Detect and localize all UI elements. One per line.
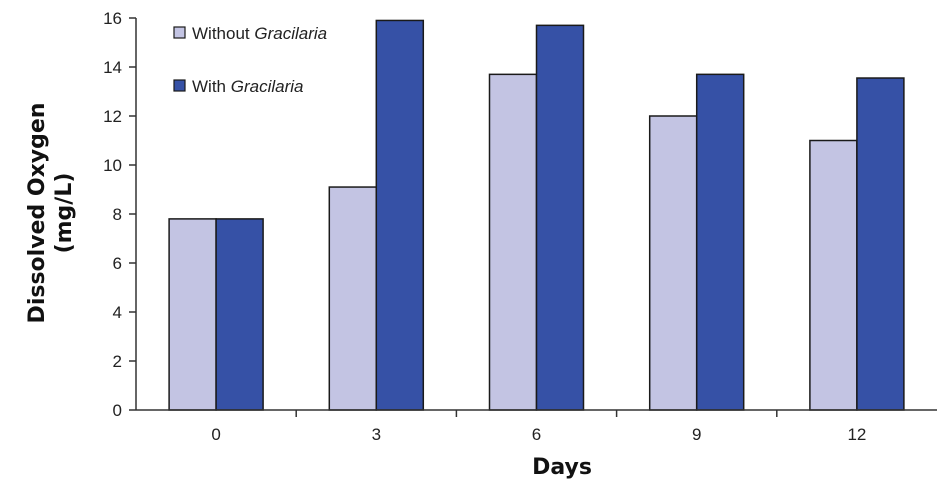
x-tick-label: 9: [692, 425, 701, 444]
x-tick-label: 3: [372, 425, 381, 444]
x-tick-label: 6: [532, 425, 541, 444]
legend: Without Gracilaria With Gracilaria: [173, 24, 327, 96]
y-ticks-group: 0 2 4 6 8 10 12 14 16: [103, 9, 136, 420]
bar-without-day-3: [328, 186, 378, 411]
bar-with-day-9: [695, 73, 745, 411]
bars-group: [168, 19, 905, 411]
x-ticks-group: 0 3 6 9 12: [211, 410, 866, 444]
y-tick-label: 0: [113, 401, 122, 420]
y-tick-label: 16: [103, 9, 122, 28]
x-tick-label: 12: [847, 425, 866, 444]
y-axis-title-line2: (mg/L): [52, 173, 77, 254]
x-tick-label: 0: [211, 425, 220, 444]
bar-with-day-6: [535, 24, 585, 411]
y-tick-label: 10: [103, 156, 122, 175]
legend-swatch-without: [173, 26, 186, 39]
y-tick-label: 2: [113, 352, 122, 371]
legend-swatch-with: [173, 79, 186, 92]
y-tick-label: 8: [113, 205, 122, 224]
bar-with-day-0: [215, 218, 264, 411]
y-axis-title-line1: Dissolved Oxygen: [25, 103, 50, 324]
bar-with-day-12: [856, 77, 905, 411]
bar-with-day-3: [375, 19, 425, 411]
y-tick-label: 14: [103, 58, 122, 77]
bar-without-day-0: [168, 218, 217, 411]
y-tick-label: 6: [113, 254, 122, 273]
bar-without-day-12: [809, 139, 858, 411]
bar-without-day-6: [488, 73, 538, 411]
y-tick-label: 4: [113, 303, 122, 322]
legend-label-without: Without Gracilaria: [192, 24, 327, 43]
x-axis-title: Days: [532, 455, 592, 480]
legend-label-with: With Gracilaria: [192, 77, 303, 96]
bar-without-day-9: [648, 115, 698, 411]
y-tick-label: 12: [103, 107, 122, 126]
